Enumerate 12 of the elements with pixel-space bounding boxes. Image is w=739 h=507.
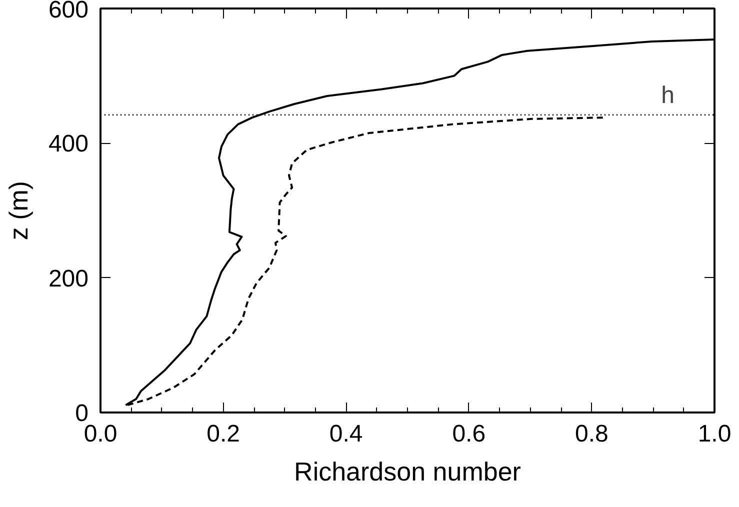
y-tick-label: 200 [48, 265, 89, 292]
ref-line-label: h [661, 82, 675, 109]
x-tick-label: 0.8 [575, 420, 608, 448]
x-axis-title: Richardson number [294, 456, 522, 486]
x-tick-label: 0.6 [452, 420, 486, 448]
x-tick-label: 0.0 [84, 420, 118, 448]
x-tick-label: 1.0 [698, 420, 732, 448]
y-axis-title: z (m) [3, 180, 34, 240]
x-tick-label: 0.2 [206, 420, 240, 448]
y-tick-label: 600 [48, 0, 89, 24]
x-tick-label: 0.4 [329, 420, 363, 448]
y-tick-label: 400 [48, 130, 89, 158]
